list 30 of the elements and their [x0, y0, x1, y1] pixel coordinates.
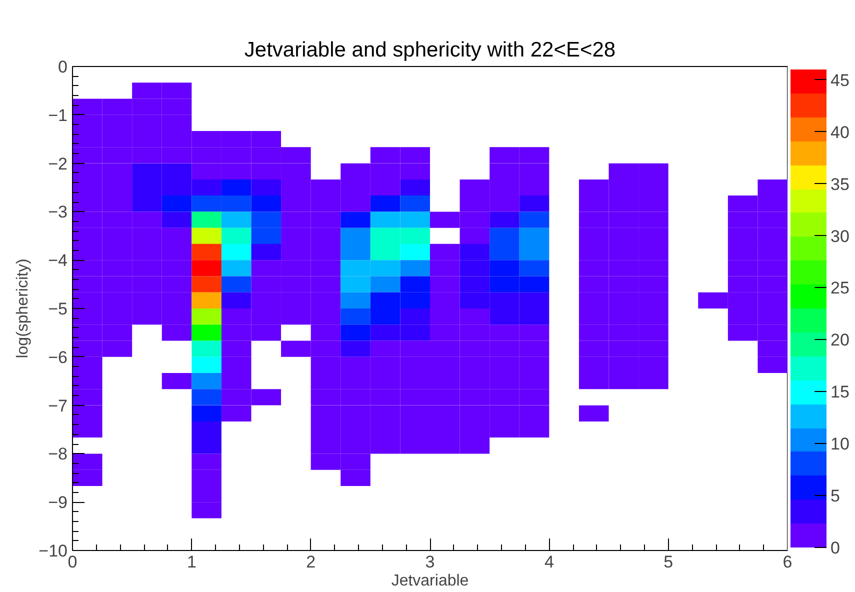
y-tick-label: −7 [48, 396, 68, 416]
y-axis-title: log(sphericity) [14, 258, 32, 358]
x-tick-label: 3 [425, 552, 435, 572]
color-bar-label: 5 [830, 486, 840, 506]
x-tick-label: 6 [782, 552, 792, 572]
color-bar-label: 15 [830, 382, 850, 402]
y-tick-label: −8 [48, 444, 68, 464]
y-tick-label: −6 [48, 348, 68, 367]
y-tick-label: −2 [48, 154, 68, 174]
color-bar-label: 35 [830, 174, 850, 194]
y-tick-label: −4 [48, 251, 68, 270]
color-bar-label: 45 [830, 70, 850, 90]
x-axis-title: Jetvariable [391, 572, 469, 590]
y-tick-label: −3 [48, 202, 68, 222]
color-bar-label: 0 [830, 538, 840, 558]
y-tick-label: −10 [38, 542, 68, 560]
x-tick-label: 1 [186, 552, 196, 572]
x-tick-label: 4 [544, 552, 554, 572]
color-bar-label: 20 [830, 330, 850, 350]
chart-title: Jetvariable and sphericity with 22<E<28 [244, 38, 616, 62]
x-tick-label: 5 [664, 552, 674, 572]
color-bar-label: 10 [830, 434, 850, 454]
y-tick-label: 0 [58, 58, 68, 76]
y-tick-label: −5 [48, 300, 68, 318]
color-bar-label: 25 [830, 278, 850, 298]
color-bar-label: 40 [830, 122, 850, 142]
color-bar-label: 30 [830, 226, 850, 246]
y-tick-label: −9 [48, 493, 68, 512]
x-tick-label: 2 [306, 552, 316, 572]
y-tick-label: −1 [48, 106, 68, 125]
